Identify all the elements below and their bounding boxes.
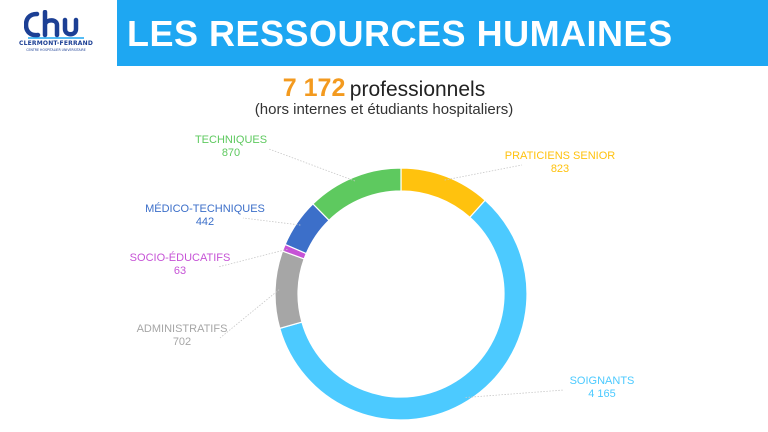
leader-line-techniques (268, 148, 356, 182)
leader-line-soignants (465, 389, 565, 398)
chu-logo-icon (24, 10, 84, 39)
leader-line-administratifs (219, 289, 280, 339)
total-label: professionnels (349, 78, 486, 101)
slice-label-praticiens-senior: PRATICIENS SENIOR (505, 150, 615, 162)
slice-label-administratifs: ADMINISTRATIFS (137, 323, 228, 335)
slice-label-medico-techniques: MÉDICO-TECHNIQUES (145, 202, 265, 215)
leader-line-medico-techniques (242, 217, 301, 226)
logo-subtitle: CENTRE HOSPITALIER UNIVERSITAIRE (26, 48, 86, 52)
slice-value-soignants: 4 165 (588, 388, 616, 400)
total-note: (hors internes et étudiants hospitaliers… (254, 101, 514, 118)
slice-value-medico-techniques: 442 (196, 216, 214, 228)
slice-administratifs (274, 250, 305, 330)
slice-label-socio-educatifs: SOCIO-ÉDUCATIFS (130, 251, 231, 264)
total-headline: 7 172 professionnels (0, 74, 768, 103)
slice-label-soignants: SOIGNANTS (570, 375, 635, 387)
slice-label-techniques: TECHNIQUES (195, 134, 267, 146)
slice-value-praticiens-senior: 823 (551, 163, 569, 175)
slice-value-socio-educatifs: 63 (174, 265, 186, 277)
total-value: 7 172 (282, 74, 346, 102)
logo-name: CLERMONT-FERRAND (18, 40, 94, 47)
logo: CLERMONT-FERRAND CENTRE HOSPITALIER UNIV… (0, 0, 112, 66)
page-title: LES RESSOURCES HUMAINES (127, 13, 673, 54)
slice-value-administratifs: 702 (173, 336, 191, 348)
slice-value-techniques: 870 (222, 147, 240, 159)
slice-praticiens-senior (400, 167, 487, 219)
header-banner: LES RESSOURCES HUMAINES (117, 0, 768, 66)
leader-line-praticiens-senior (444, 164, 523, 181)
slice-techniques (312, 167, 402, 222)
